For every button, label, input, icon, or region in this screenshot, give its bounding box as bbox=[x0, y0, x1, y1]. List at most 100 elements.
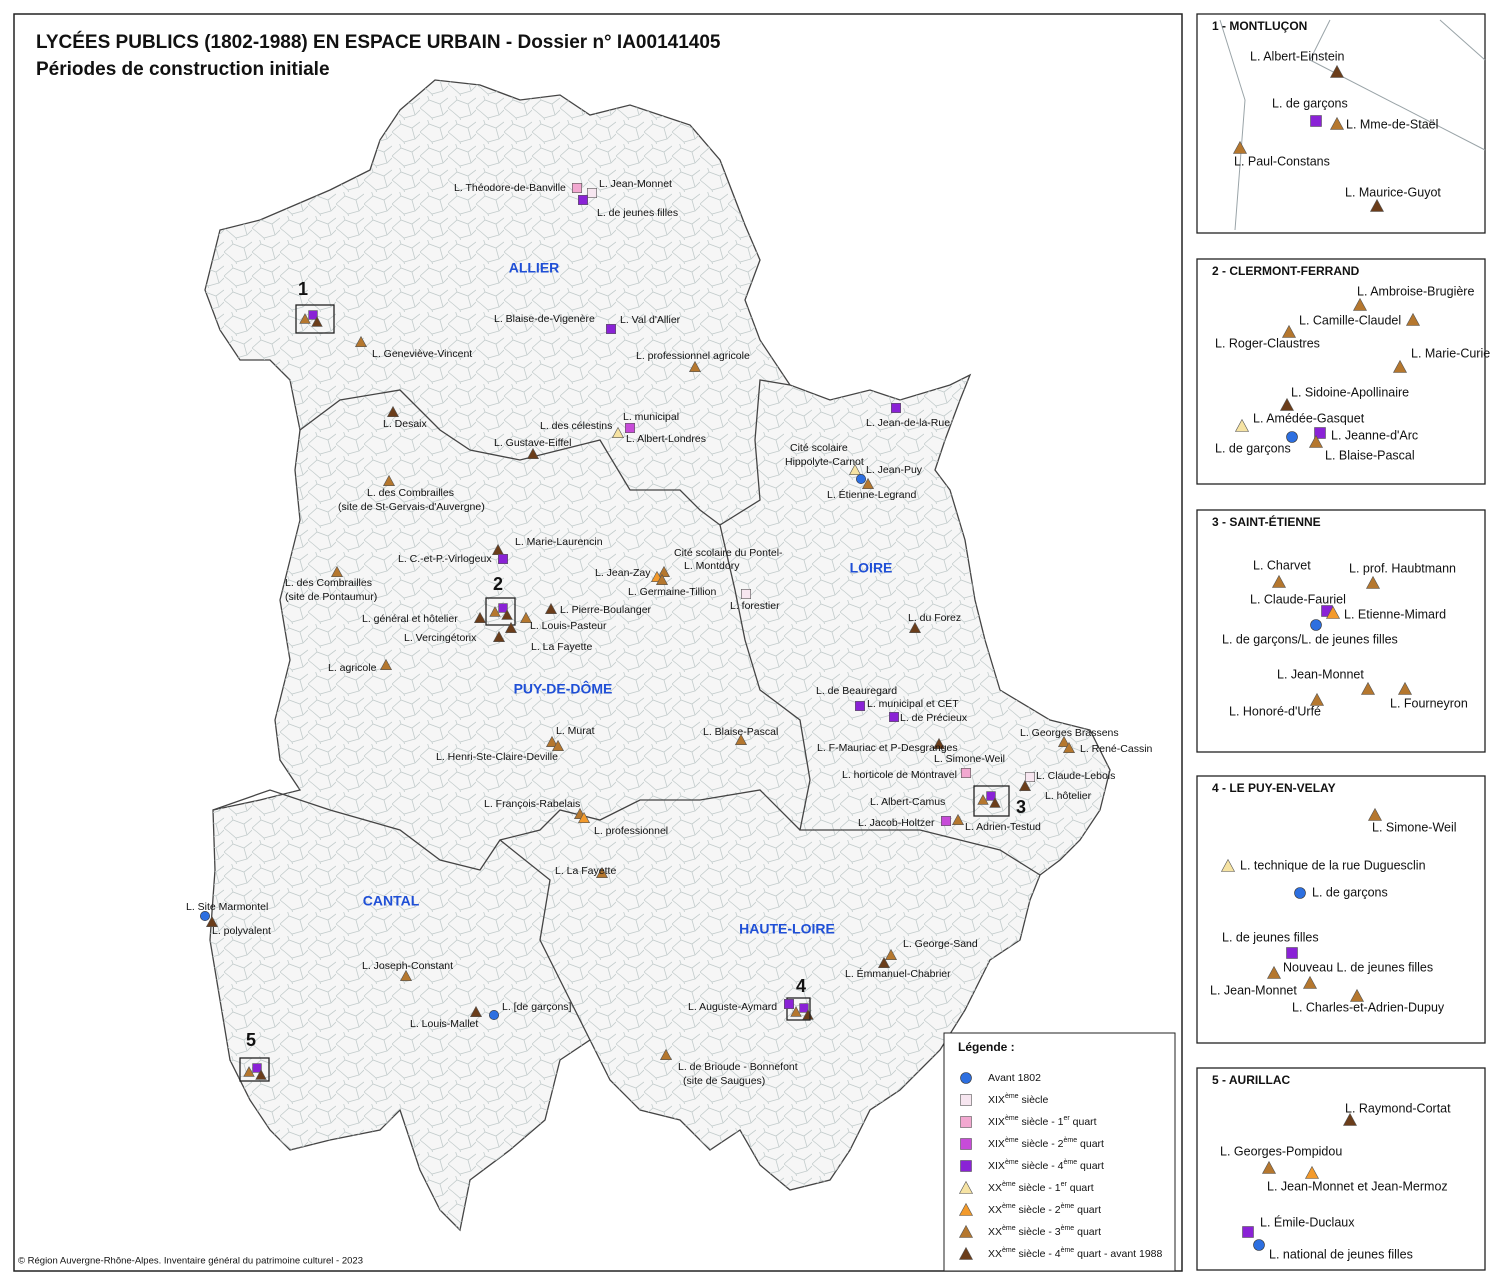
map-label: L. forestier bbox=[730, 600, 780, 612]
legend-label: XIXème siècle - 2ème quart bbox=[988, 1137, 1104, 1150]
legend-text: siècle bbox=[1019, 1094, 1049, 1106]
symbol-triangle bbox=[1342, 1112, 1358, 1126]
symbol-triangle bbox=[951, 813, 965, 825]
legend-superscript: ème bbox=[1064, 1137, 1078, 1144]
symbol-square bbox=[308, 310, 318, 320]
map-label: L. Auguste-Aymard bbox=[688, 1001, 777, 1013]
map-label: L. Jean-Monnet bbox=[599, 178, 672, 190]
inset-label: L. Sidoine-Apollinaire bbox=[1291, 385, 1409, 399]
symbol-triangle bbox=[504, 621, 518, 633]
inset-label: L. Ambroise-Brugière bbox=[1357, 284, 1474, 298]
legend-label: Avant 1802 bbox=[988, 1072, 1041, 1084]
inset-number: 5 bbox=[246, 1030, 256, 1050]
legend-text: quart - avant 1988 bbox=[1074, 1248, 1162, 1260]
symbol-triangle bbox=[611, 426, 625, 438]
symbol-square bbox=[960, 1116, 972, 1128]
inset-title: 1 - MONTLUÇON bbox=[1212, 19, 1307, 33]
inset-title: 4 - LE PUY-EN-VELAY bbox=[1212, 781, 1336, 795]
symbol-triangle bbox=[1281, 324, 1297, 338]
symbol-triangle bbox=[519, 611, 533, 623]
symbol-square bbox=[941, 816, 951, 826]
symbol-triangle bbox=[354, 335, 368, 347]
inset-number: 2 bbox=[493, 574, 503, 594]
symbol-triangle bbox=[877, 956, 891, 968]
symbol-triangle bbox=[1018, 779, 1032, 791]
symbol-triangle bbox=[958, 1224, 974, 1238]
symbol-triangle bbox=[526, 447, 540, 459]
inset-label: L. de garçons bbox=[1272, 96, 1348, 110]
inset-zone bbox=[485, 597, 516, 626]
department-label: LOIRE bbox=[850, 560, 893, 576]
legend-superscript: er bbox=[1064, 1115, 1071, 1122]
map-label: Cité scolaire du Pontel- bbox=[674, 547, 783, 559]
map-label: L. François-Rabelais bbox=[484, 798, 580, 810]
map-label: L. [de garçons] bbox=[502, 1001, 572, 1013]
legend-text: siècle - 1 bbox=[1019, 1116, 1064, 1128]
symbol-triangle bbox=[1220, 858, 1236, 872]
legend-text: Avant 1802 bbox=[988, 1072, 1041, 1084]
symbol-triangle bbox=[932, 737, 946, 749]
inset-label: L. Jean-Monnet et Jean-Mermoz bbox=[1267, 1179, 1448, 1193]
symbol-triangle bbox=[1369, 198, 1385, 212]
symbol-square bbox=[578, 195, 588, 205]
legend-superscript: er bbox=[1061, 1181, 1068, 1188]
legend-label: XXème siècle - 1er quart bbox=[988, 1181, 1094, 1194]
inset-box bbox=[1196, 1067, 1486, 1271]
legend-text: XX bbox=[988, 1248, 1002, 1260]
inset-box bbox=[1196, 509, 1486, 753]
legend-text: quart bbox=[1077, 1160, 1104, 1172]
inset-box bbox=[1196, 13, 1486, 234]
symbol-triangle bbox=[399, 969, 413, 981]
inset-label: Nouveau L. de jeunes filles bbox=[1283, 960, 1433, 974]
inset-label: L. national de jeunes filles bbox=[1269, 1247, 1413, 1261]
inset-label: L. Paul-Constans bbox=[1234, 154, 1330, 168]
symbol-triangle bbox=[255, 1069, 267, 1080]
legend-text: siècle - 2 bbox=[1016, 1204, 1061, 1216]
symbol-triangle bbox=[861, 477, 875, 489]
legend-text: siècle - 2 bbox=[1019, 1138, 1064, 1150]
map-label: L. Simone-Weil bbox=[934, 753, 1005, 765]
inset-label: L. Blaise-Pascal bbox=[1325, 448, 1415, 462]
map-label: L. F-Mauriac et P-Desgranges bbox=[817, 742, 958, 754]
symbol-triangle bbox=[908, 621, 922, 633]
map-label: L. Louis-Pasteur bbox=[530, 620, 607, 632]
map-label: L. polyvalent bbox=[212, 925, 271, 937]
map-label: L. professionnel agricole bbox=[636, 350, 750, 362]
department-label: HAUTE-LOIRE bbox=[739, 921, 835, 937]
map-label: L. des célestins bbox=[540, 420, 612, 432]
symbol-square bbox=[889, 712, 899, 722]
inset-label: L. Etienne-Mimard bbox=[1344, 607, 1446, 621]
legend-text: quart bbox=[1067, 1182, 1094, 1194]
inset-label: L. Georges-Pompidou bbox=[1220, 1144, 1342, 1158]
inset-label: L. Jean-Monnet bbox=[1210, 983, 1297, 997]
map-label: (site de Pontaumur) bbox=[285, 591, 377, 603]
symbol-square bbox=[855, 701, 865, 711]
legend-text: XX bbox=[988, 1204, 1002, 1216]
symbol-circle bbox=[1253, 1239, 1265, 1251]
inset: 5 - AURILLAC L. Raymond-Cortat L. Georges-… bbox=[1196, 1067, 1486, 1271]
symbol-triangle bbox=[977, 794, 989, 805]
map-label: L. Pierre-Boulanger bbox=[560, 604, 652, 616]
symbol-triangle bbox=[330, 565, 344, 577]
legend-text: quart bbox=[1070, 1116, 1097, 1128]
symbol-square bbox=[986, 791, 996, 801]
map-label: L. Jean-Zay bbox=[595, 567, 651, 579]
legend-superscript: ème bbox=[1064, 1159, 1078, 1166]
map-label: L. Germaine-Tillion bbox=[628, 586, 716, 598]
map-label: L. municipal et CET bbox=[867, 698, 959, 710]
legend-text: XIX bbox=[988, 1116, 1005, 1128]
symbol-triangle bbox=[1329, 116, 1345, 130]
inset-label: L. de jeunes filles bbox=[1222, 930, 1319, 944]
inset-label: L. Amédée-Gasquet bbox=[1253, 411, 1365, 425]
symbol-triangle bbox=[1302, 975, 1318, 989]
department-label: CANTAL bbox=[363, 893, 420, 909]
legend-text: siècle - 1 bbox=[1016, 1182, 1061, 1194]
symbol-circle bbox=[1294, 887, 1306, 899]
map-label: L. Étienne-Legrand bbox=[827, 488, 916, 501]
legend-text: XIX bbox=[988, 1094, 1005, 1106]
map-label: L. Vercingétorix bbox=[404, 632, 477, 644]
map-label: L. Théodore-de-Banville bbox=[454, 182, 566, 194]
inset-zone bbox=[786, 997, 811, 1021]
inset-title: 2 - CLERMONT-FERRAND bbox=[1212, 264, 1360, 278]
